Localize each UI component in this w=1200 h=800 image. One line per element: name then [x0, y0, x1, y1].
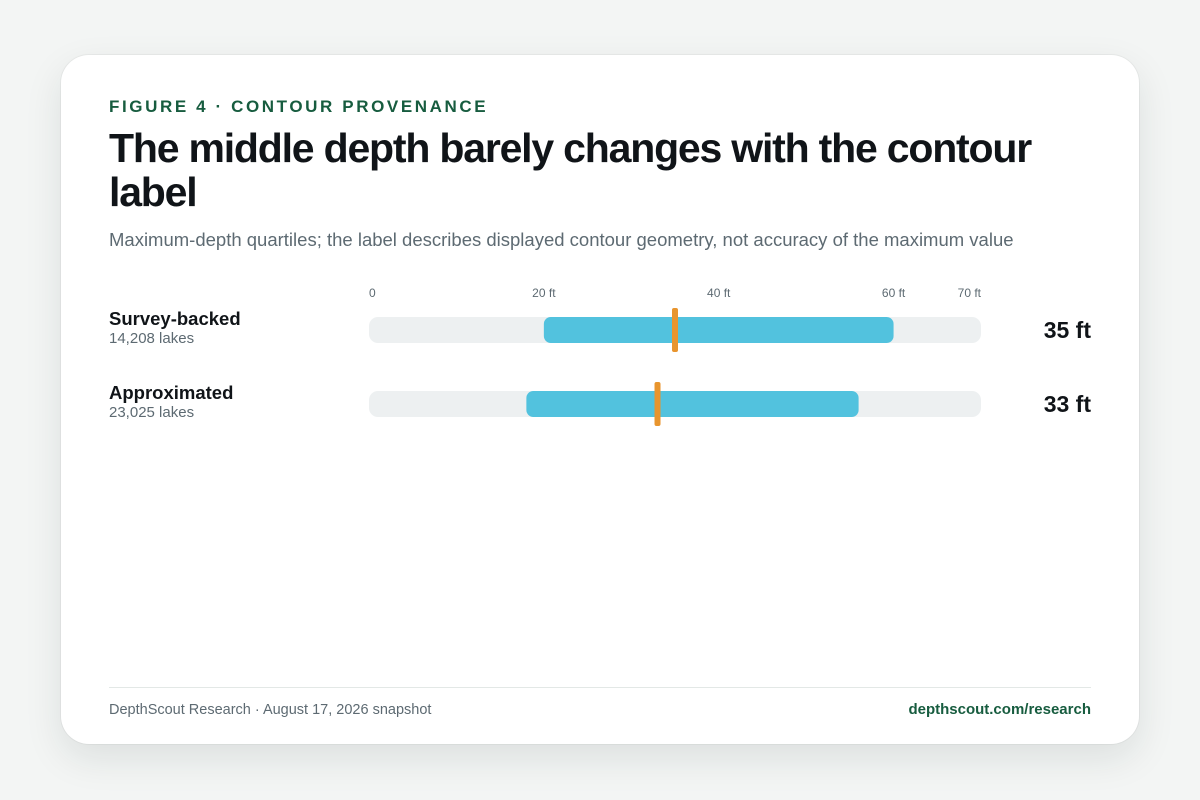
x-tick-label: 20 ft — [532, 286, 556, 300]
x-tick-label: 60 ft — [882, 286, 906, 300]
figure-eyebrow: FIGURE 4 · CONTOUR PROVENANCE — [109, 97, 489, 116]
figure-title: The middle depth barely changes with the… — [109, 125, 1032, 215]
x-tick-label: 40 ft — [707, 286, 731, 300]
iqr-bar — [543, 317, 894, 343]
figure-card: FIGURE 4 · CONTOUR PROVENANCE The middle… — [61, 55, 1139, 744]
footer-source: DepthScout Research · August 17, 2026 sn… — [109, 702, 432, 718]
median-marker — [654, 382, 661, 426]
row-count: 23,025 lakes — [109, 404, 194, 421]
row-label: Survey-backed — [109, 308, 241, 329]
median-marker — [672, 308, 678, 352]
median-value-label: 35 ft — [1044, 317, 1092, 343]
x-tick-label: 70 ft — [958, 286, 982, 300]
footer-divider — [109, 687, 1091, 688]
row-count: 14,208 lakes — [109, 330, 194, 347]
row-label: Approximated — [109, 382, 233, 403]
footer-link[interactable]: depthscout.com/research — [908, 701, 1091, 718]
figure-subtitle: Maximum-depth quartiles; the label descr… — [109, 229, 1014, 250]
iqr-bar — [526, 391, 859, 417]
x-tick-label: 0 — [369, 286, 376, 300]
median-value-label: 33 ft — [1044, 391, 1092, 417]
quartile-chart: 0 20 ft 40 ft 60 ft 70 ft Survey-backed14,208… — [109, 286, 1092, 426]
